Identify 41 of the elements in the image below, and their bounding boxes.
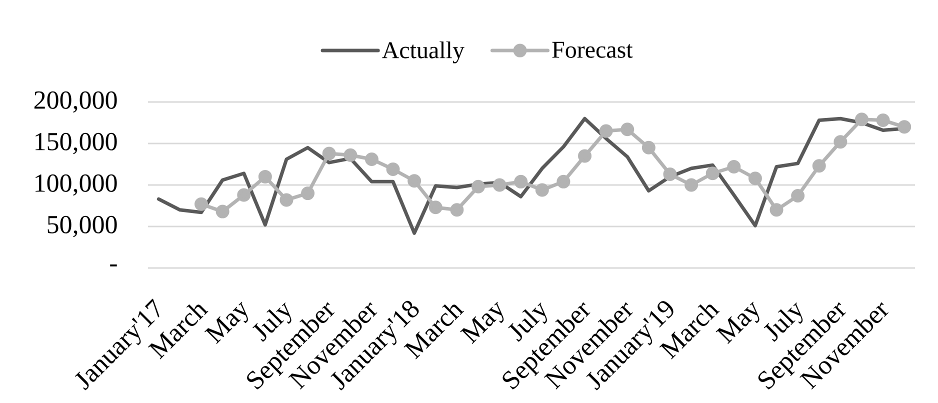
point [684, 178, 698, 192]
point [364, 152, 378, 166]
y-tick-label: 100,000 [36, 174, 117, 196]
y-tick-label: 150,000 [36, 132, 117, 154]
point [898, 120, 912, 134]
point [770, 203, 784, 217]
point [812, 159, 826, 173]
point [492, 178, 506, 192]
point [216, 204, 230, 218]
legend-label: Actually [382, 41, 464, 64]
point [514, 174, 528, 188]
point [428, 200, 442, 214]
point [620, 122, 634, 136]
point [727, 160, 741, 174]
point [642, 140, 656, 154]
point [258, 170, 272, 184]
point [578, 149, 592, 163]
legend-label: Forecast [552, 42, 633, 58]
point [706, 166, 720, 180]
y-tick-label: 50,000 [48, 216, 117, 238]
point [876, 114, 890, 128]
point [408, 174, 422, 188]
point [322, 146, 336, 160]
point [194, 197, 208, 211]
point [450, 203, 464, 217]
point [748, 172, 762, 186]
point [535, 183, 549, 197]
point [599, 124, 613, 138]
point [834, 135, 848, 149]
y-tick-label: - [110, 264, 117, 266]
point [854, 112, 868, 126]
point [237, 188, 251, 202]
point [663, 167, 677, 181]
point [386, 162, 400, 176]
y-tick-label: 200,000 [34, 91, 117, 113]
point [791, 189, 805, 203]
point [280, 193, 294, 207]
point [301, 186, 315, 200]
point [344, 148, 358, 162]
point [471, 180, 485, 194]
point [556, 174, 570, 188]
